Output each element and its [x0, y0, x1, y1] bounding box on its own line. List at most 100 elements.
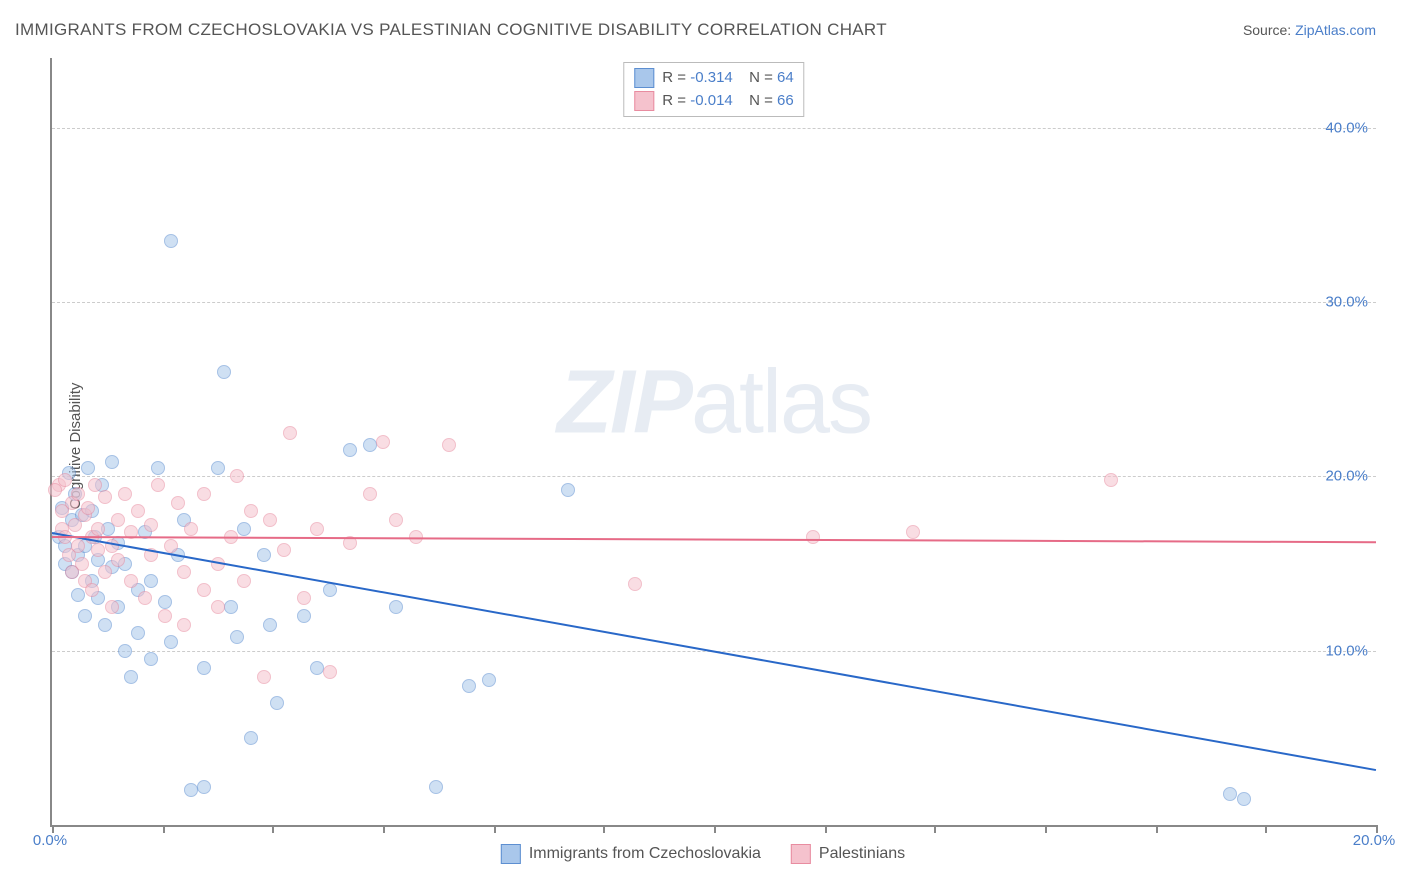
scatter-point-blue — [131, 626, 145, 640]
scatter-point-blue — [1237, 792, 1251, 806]
scatter-point-blue — [237, 522, 251, 536]
scatter-point-blue — [310, 661, 324, 675]
scatter-point-blue — [197, 661, 211, 675]
scatter-point-pink — [263, 513, 277, 527]
scatter-point-pink — [277, 543, 291, 557]
scatter-point-pink — [283, 426, 297, 440]
correlation-legend: R = -0.314 N = 64 R = -0.014 N = 66 — [623, 62, 804, 117]
scatter-point-pink — [237, 574, 251, 588]
scatter-point-pink — [111, 553, 125, 567]
scatter-point-pink — [363, 487, 377, 501]
scatter-point-pink — [1104, 473, 1118, 487]
scatter-point-blue — [462, 679, 476, 693]
gridline — [52, 476, 1376, 477]
scatter-point-blue — [78, 609, 92, 623]
legend-swatch-blue-icon — [501, 844, 521, 864]
scatter-point-pink — [197, 487, 211, 501]
watermark: ZIPatlas — [557, 352, 871, 455]
scatter-point-pink — [71, 487, 85, 501]
scatter-point-pink — [184, 522, 198, 536]
series-legend: Immigrants from Czechoslovakia Palestini… — [501, 844, 905, 864]
scatter-point-blue — [118, 644, 132, 658]
scatter-point-pink — [323, 665, 337, 679]
scatter-point-blue — [98, 618, 112, 632]
scatter-point-pink — [211, 600, 225, 614]
scatter-point-blue — [211, 461, 225, 475]
scatter-point-pink — [158, 609, 172, 623]
scatter-point-pink — [105, 600, 119, 614]
scatter-point-pink — [71, 539, 85, 553]
scatter-point-pink — [177, 565, 191, 579]
scatter-point-blue — [230, 630, 244, 644]
n-stat-1: N = 64 — [741, 67, 794, 90]
scatter-point-pink — [98, 490, 112, 504]
scatter-point-pink — [81, 501, 95, 515]
scatter-point-blue — [363, 438, 377, 452]
legend-item-blue: Immigrants from Czechoslovakia — [501, 844, 761, 864]
scatter-point-blue — [561, 483, 575, 497]
gridline — [52, 302, 1376, 303]
scatter-point-blue — [224, 600, 238, 614]
scatter-point-blue — [343, 443, 357, 457]
scatter-point-pink — [244, 504, 258, 518]
scatter-point-pink — [906, 525, 920, 539]
legend-item-pink: Palestinians — [791, 844, 905, 864]
scatter-point-pink — [171, 496, 185, 510]
scatter-point-pink — [111, 513, 125, 527]
scatter-point-pink — [151, 478, 165, 492]
scatter-point-pink — [197, 583, 211, 597]
legend-swatch-pink — [634, 91, 654, 111]
y-tick-label: 20.0% — [1325, 468, 1368, 485]
scatter-point-pink — [131, 504, 145, 518]
legend-label-2: Palestinians — [819, 845, 905, 863]
y-tick-label: 10.0% — [1325, 642, 1368, 659]
trend-line-pink — [52, 536, 1376, 543]
gridline — [52, 128, 1376, 129]
legend-label-1: Immigrants from Czechoslovakia — [529, 845, 761, 863]
scatter-point-blue — [389, 600, 403, 614]
scatter-point-pink — [48, 483, 62, 497]
scatter-point-pink — [389, 513, 403, 527]
source-link[interactable]: ZipAtlas.com — [1295, 22, 1376, 38]
legend-row-2: R = -0.014 N = 66 — [634, 90, 793, 113]
scatter-point-blue — [270, 696, 284, 710]
watermark-light: atlas — [691, 353, 871, 453]
scatter-point-pink — [297, 591, 311, 605]
r-stat-1: R = -0.314 — [662, 67, 732, 90]
scatter-point-blue — [429, 780, 443, 794]
scatter-point-pink — [98, 565, 112, 579]
x-tick-label: 0.0% — [33, 832, 67, 849]
scatter-point-blue — [164, 234, 178, 248]
y-tick-label: 30.0% — [1325, 294, 1368, 311]
scatter-point-pink — [91, 543, 105, 557]
scatter-point-pink — [138, 591, 152, 605]
legend-swatch-blue — [634, 68, 654, 88]
scatter-point-pink — [442, 438, 456, 452]
legend-row-1: R = -0.314 N = 64 — [634, 67, 793, 90]
scatter-point-pink — [88, 478, 102, 492]
scatter-point-pink — [91, 522, 105, 536]
watermark-bold: ZIP — [557, 353, 691, 453]
y-tick-label: 40.0% — [1325, 119, 1368, 136]
scatter-point-pink — [310, 522, 324, 536]
scatter-point-blue — [81, 461, 95, 475]
scatter-point-blue — [144, 652, 158, 666]
scatter-point-pink — [118, 487, 132, 501]
scatter-point-pink — [806, 530, 820, 544]
scatter-point-blue — [263, 618, 277, 632]
scatter-point-pink — [85, 583, 99, 597]
chart-plot-area: ZIPatlas R = -0.314 N = 64 R = -0.014 N … — [50, 58, 1376, 827]
scatter-point-pink — [257, 670, 271, 684]
n-stat-2: N = 66 — [741, 90, 794, 113]
scatter-point-pink — [164, 539, 178, 553]
scatter-point-pink — [144, 518, 158, 532]
scatter-point-pink — [75, 557, 89, 571]
source-attribution: Source: ZipAtlas.com — [1243, 22, 1376, 38]
scatter-point-blue — [1223, 787, 1237, 801]
scatter-point-blue — [297, 609, 311, 623]
scatter-point-blue — [158, 595, 172, 609]
scatter-point-pink — [177, 618, 191, 632]
scatter-point-blue — [151, 461, 165, 475]
scatter-point-blue — [184, 783, 198, 797]
source-label: Source: — [1243, 22, 1291, 38]
